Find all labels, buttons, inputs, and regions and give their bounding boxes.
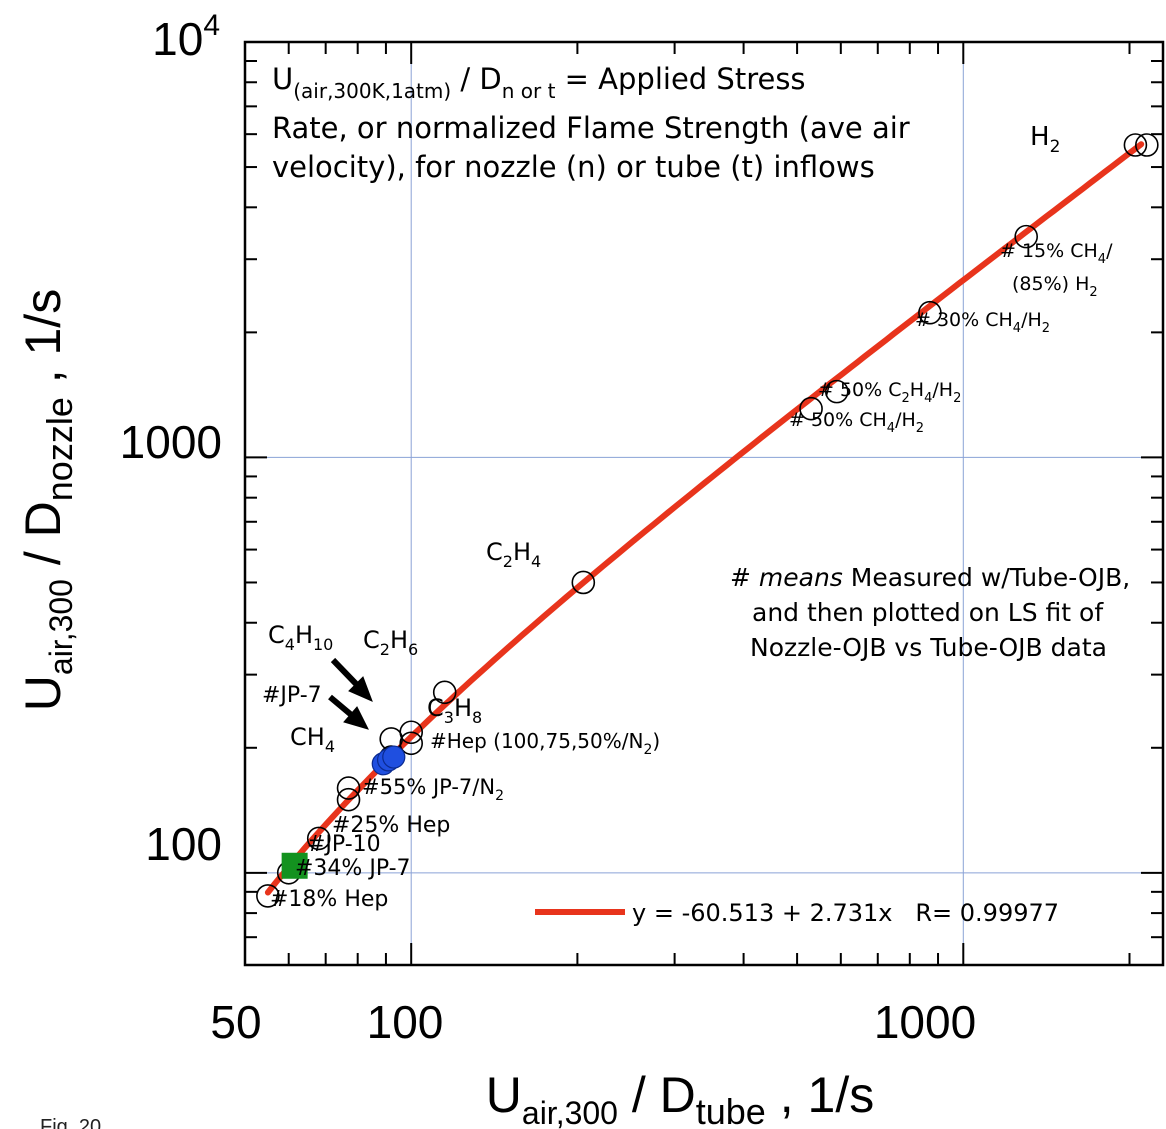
label-ch4: CH4 — [290, 723, 335, 756]
data-point-blue — [382, 745, 406, 769]
label-jp10: #JP-10 — [307, 832, 381, 857]
data-point-open — [306, 826, 331, 851]
label-hep: #Hep (100,75,50%/N2) — [430, 729, 660, 758]
label-c2h4: C2H4 — [486, 538, 541, 571]
note-line-2: and then plotted on LS fit of — [752, 598, 1104, 627]
label-c2h4-50: # 50% C2H4/H2 — [818, 379, 961, 406]
data-point-open — [1014, 224, 1038, 249]
label-jp7: #JP-7 — [262, 683, 322, 708]
legend: y = -60.513 + 2.731x R= 0.99977 — [535, 899, 1059, 927]
data-points — [256, 133, 1159, 908]
data-point-open — [1123, 133, 1148, 157]
data-point-open — [918, 300, 942, 325]
plot-frame — [243, 40, 1165, 967]
title-line-3: velocity), for nozzle (n) or tube (t) in… — [272, 150, 875, 184]
gridlines — [245, 42, 1163, 965]
y-tick-label-100: 100 — [145, 818, 222, 870]
data-point-open — [399, 720, 423, 745]
title-line-1: U(air,300K,1atm) / Dn or t = Applied Str… — [272, 62, 806, 103]
data-point-open — [571, 570, 596, 595]
label-ch4-50: # 50% CH4/H2 — [789, 409, 924, 436]
legend-fit-label: y = -60.513 + 2.731x R= 0.99977 — [632, 899, 1059, 927]
x-tick-label-100: 100 — [367, 996, 444, 1048]
label-hep-25: #25% Hep — [332, 813, 450, 838]
label-jp7-55: #55% JP-7/N2 — [362, 775, 504, 804]
data-point-green — [281, 852, 308, 879]
title-line-2: Rate, or normalized Flame Strength (ave … — [272, 111, 910, 145]
data-point-open — [256, 884, 280, 908]
arrowhead-c4h10 — [348, 676, 373, 702]
label-hep-18: #18% Hep — [270, 887, 388, 912]
data-point-open — [824, 379, 849, 404]
label-c4h10: C4H10 — [268, 621, 333, 654]
x-tick-label-1000: 1000 — [874, 996, 976, 1048]
data-point-open — [336, 787, 361, 812]
data-point-open — [399, 731, 423, 756]
note-line-1: # means Measured w/Tube-OJB, — [730, 563, 1130, 592]
data-point-open — [336, 776, 361, 800]
label-c3h8: C3H8 — [427, 694, 482, 727]
arrowhead-jp7 — [343, 706, 369, 730]
data-point-open — [1135, 133, 1159, 157]
label-c2h6: C2H6 — [363, 626, 418, 659]
label-ch4-15: # 15% CH4/ — [1000, 240, 1113, 267]
arrow-c4h10 — [330, 657, 363, 691]
x-tick-label-50: 50 — [210, 996, 261, 1048]
fit-line — [264, 141, 1145, 896]
note-line-3: Nozzle-OJB vs Tube-OJB data — [750, 633, 1107, 662]
label-h2-85: (85%) H2 — [1012, 273, 1098, 300]
label-ch4-30: # 30% CH4/H2 — [915, 309, 1050, 336]
y-tick-label-1000: 1000 — [120, 416, 222, 468]
data-point-open — [432, 680, 457, 705]
x-axis-label: Uair,300 / Dtube , 1/s — [486, 1067, 874, 1129]
label-h2: H2 — [1030, 122, 1060, 157]
y-tick-label-10000: 104 — [152, 9, 220, 65]
y-axis-label: Uair,300 / Dnozzle , 1/s — [15, 289, 80, 711]
data-point-open — [799, 396, 823, 421]
label-jp7-34: #34% JP-7 — [295, 856, 411, 881]
arrows — [328, 657, 373, 730]
figure-label: Fig. 20 — [40, 1116, 101, 1129]
